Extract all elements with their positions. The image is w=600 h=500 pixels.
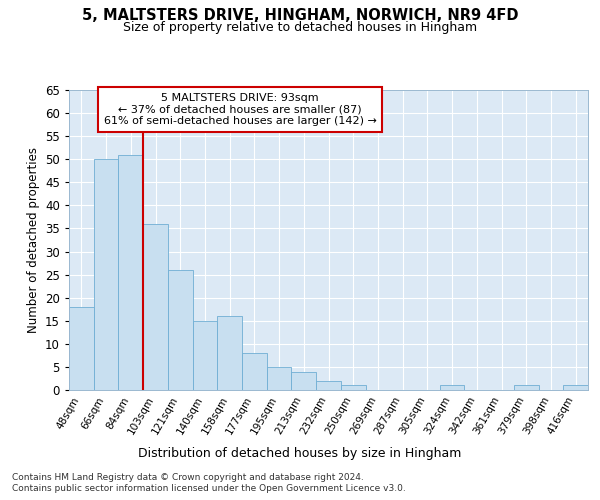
Bar	[94, 159, 118, 390]
Bar	[143, 224, 168, 390]
Bar	[292, 372, 316, 390]
Bar	[440, 386, 464, 390]
Bar	[563, 386, 588, 390]
Bar	[341, 386, 365, 390]
Bar	[316, 381, 341, 390]
Bar	[514, 386, 539, 390]
Text: Size of property relative to detached houses in Hingham: Size of property relative to detached ho…	[123, 21, 477, 34]
Bar	[242, 353, 267, 390]
Bar	[69, 307, 94, 390]
Text: 5 MALTSTERS DRIVE: 93sqm
← 37% of detached houses are smaller (87)
61% of semi-d: 5 MALTSTERS DRIVE: 93sqm ← 37% of detach…	[104, 93, 377, 126]
Text: Distribution of detached houses by size in Hingham: Distribution of detached houses by size …	[139, 448, 461, 460]
Bar	[118, 154, 143, 390]
Bar	[267, 367, 292, 390]
Y-axis label: Number of detached properties: Number of detached properties	[26, 147, 40, 333]
Text: Contains HM Land Registry data © Crown copyright and database right 2024.: Contains HM Land Registry data © Crown c…	[12, 472, 364, 482]
Bar	[217, 316, 242, 390]
Bar	[168, 270, 193, 390]
Bar	[193, 321, 217, 390]
Text: 5, MALTSTERS DRIVE, HINGHAM, NORWICH, NR9 4FD: 5, MALTSTERS DRIVE, HINGHAM, NORWICH, NR…	[82, 8, 518, 22]
Text: Contains public sector information licensed under the Open Government Licence v3: Contains public sector information licen…	[12, 484, 406, 493]
